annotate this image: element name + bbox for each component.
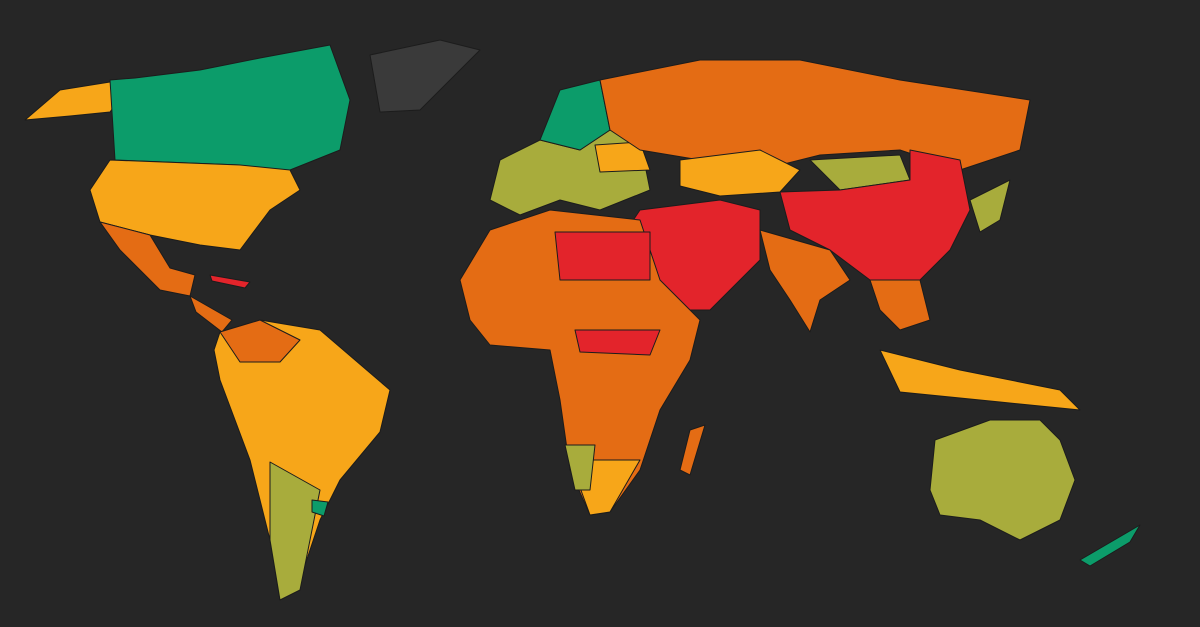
mexico [99, 221, 196, 297]
colombia-venezuela [219, 319, 301, 363]
china [779, 149, 971, 281]
southeast-asia [869, 279, 931, 331]
greenland [369, 39, 481, 113]
cuba [209, 274, 251, 289]
australia [929, 419, 1076, 541]
south-america [213, 319, 391, 601]
namibia [564, 444, 596, 491]
argentina [269, 461, 321, 601]
usa [89, 159, 301, 251]
sudan [574, 329, 661, 356]
japan [969, 179, 1011, 233]
india [759, 229, 851, 333]
libya-egypt [554, 231, 651, 281]
africa [459, 209, 701, 516]
madagascar [679, 424, 706, 476]
indonesia [879, 349, 1081, 411]
new-zealand [1079, 524, 1141, 567]
uruguay [311, 499, 329, 517]
ukraine [594, 141, 651, 173]
